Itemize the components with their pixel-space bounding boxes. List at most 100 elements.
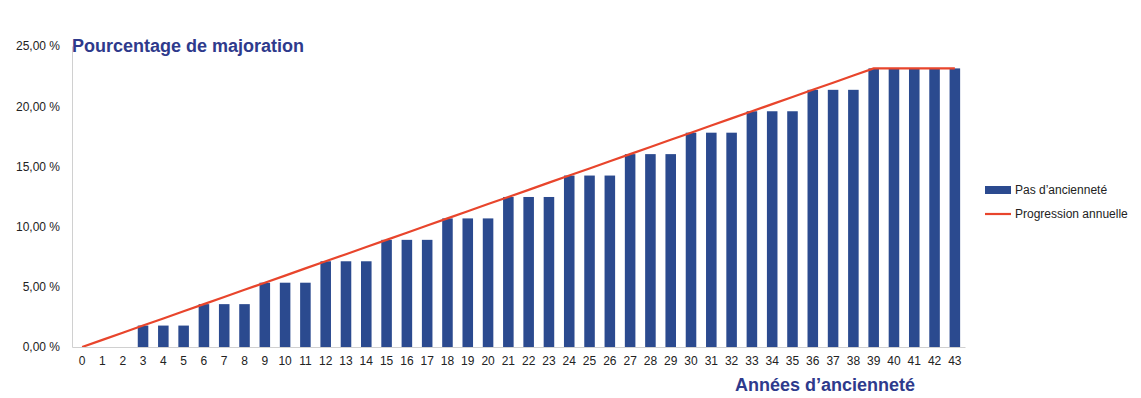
bar (544, 197, 555, 347)
x-tick-label: 18 (441, 354, 455, 368)
bar (341, 261, 352, 347)
bar (625, 154, 636, 347)
x-tick: 26 (603, 347, 617, 368)
x-tick-label: 26 (603, 354, 617, 368)
legend-label: Pas d’ancienneté (1015, 183, 1107, 197)
bar (564, 176, 575, 347)
x-tick: 14 (360, 347, 374, 368)
x-tick-label: 0 (79, 354, 86, 368)
x-axis-line (73, 347, 966, 348)
x-tick-label: 31 (705, 354, 719, 368)
y-tick-label: 10,00 % (16, 220, 60, 234)
y-tick-label: 5,00 % (23, 280, 61, 294)
x-tick-label: 38 (847, 354, 861, 368)
legend-swatch (985, 213, 1011, 215)
x-tick-label: 3 (140, 354, 147, 368)
x-tick: 32 (725, 347, 739, 368)
x-tick-label: 6 (201, 354, 208, 368)
legend-item: Pas d’ancienneté (985, 183, 1107, 197)
x-tick: 18 (441, 347, 455, 368)
x-tick-label: 30 (684, 354, 698, 368)
x-tick: 42 (928, 347, 942, 368)
bar (462, 218, 473, 347)
bar (848, 90, 859, 347)
x-tick: 5 (180, 347, 187, 368)
x-tick-label: 41 (908, 354, 922, 368)
x-tick-label: 1 (99, 354, 106, 368)
x-tick: 15 (380, 347, 394, 368)
y-tick-label: 20,00 % (16, 100, 60, 114)
x-tick-label: 16 (400, 354, 414, 368)
bar (320, 261, 331, 347)
bar (767, 111, 778, 347)
x-tick-label: 24 (563, 354, 577, 368)
legend-label: Progression annuelle (1015, 207, 1128, 221)
bar (483, 218, 494, 347)
x-tick-label: 10 (278, 354, 292, 368)
bar (787, 111, 798, 347)
bar (686, 133, 697, 347)
bar (747, 111, 758, 347)
x-tick: 38 (847, 347, 861, 368)
legend-item: Progression annuelle (985, 207, 1128, 221)
bar (889, 68, 900, 347)
x-tick-label: 12 (319, 354, 333, 368)
x-tick: 30 (684, 347, 698, 368)
y-tick-label: 25,00 % (16, 39, 60, 53)
bar (706, 133, 717, 347)
y-axis: 0,00 %5,00 %10,00 %15,00 %20,00 %25,00 % (16, 39, 73, 354)
bar (239, 304, 250, 347)
bar (260, 283, 271, 347)
x-tick: 25 (583, 347, 597, 368)
bar (929, 68, 940, 347)
chart: 0,00 %5,00 %10,00 %15,00 %20,00 %25,00 %… (0, 0, 1141, 398)
x-tick-label: 17 (420, 354, 434, 368)
legend: Pas d’ancienneté Progression annuelle (985, 183, 1128, 221)
bar (158, 326, 169, 347)
x-tick-label: 23 (542, 354, 556, 368)
x-tick-label: 21 (502, 354, 516, 368)
bar (97, 347, 108, 348)
x-tick: 31 (705, 347, 719, 368)
x-tick-label: 27 (623, 354, 637, 368)
y-tick: 10,00 % (16, 220, 72, 234)
y-tick-label: 15,00 % (16, 160, 60, 174)
x-tick-label: 11 (299, 354, 312, 368)
x-tick: 13 (339, 347, 353, 368)
x-tick: 27 (623, 347, 637, 368)
bar (645, 154, 656, 347)
bar (199, 304, 210, 347)
y-axis-title: Pourcentage de majoration (72, 36, 304, 56)
plot-area (82, 68, 960, 347)
x-axis: 0123456789101112131415161718192021222324… (73, 347, 966, 368)
x-tick: 39 (867, 347, 881, 368)
bar (361, 261, 372, 347)
bar (402, 240, 413, 347)
x-tick: 29 (664, 347, 678, 368)
x-tick-label: 40 (887, 354, 901, 368)
x-tick-label: 25 (583, 354, 597, 368)
x-tick: 24 (563, 347, 577, 368)
x-tick-label: 34 (766, 354, 780, 368)
y-axis-line (72, 47, 73, 348)
x-tick-label: 42 (928, 354, 942, 368)
x-tick: 36 (806, 347, 820, 368)
x-tick: 28 (644, 347, 658, 368)
bar (422, 240, 433, 347)
x-tick-label: 36 (806, 354, 820, 368)
x-tick: 2 (119, 347, 126, 368)
x-tick: 11 (299, 347, 312, 368)
bar (909, 68, 920, 347)
bar (300, 283, 311, 347)
bar (178, 326, 189, 347)
bar (523, 197, 534, 347)
x-tick-label: 35 (786, 354, 800, 368)
x-tick-label: 22 (522, 354, 536, 368)
bar (117, 347, 128, 348)
x-tick-label: 4 (160, 354, 167, 368)
x-tick-label: 19 (461, 354, 475, 368)
x-tick-label: 15 (380, 354, 394, 368)
x-tick: 33 (745, 347, 759, 368)
x-tick: 1 (99, 347, 106, 368)
x-tick-label: 14 (360, 354, 374, 368)
